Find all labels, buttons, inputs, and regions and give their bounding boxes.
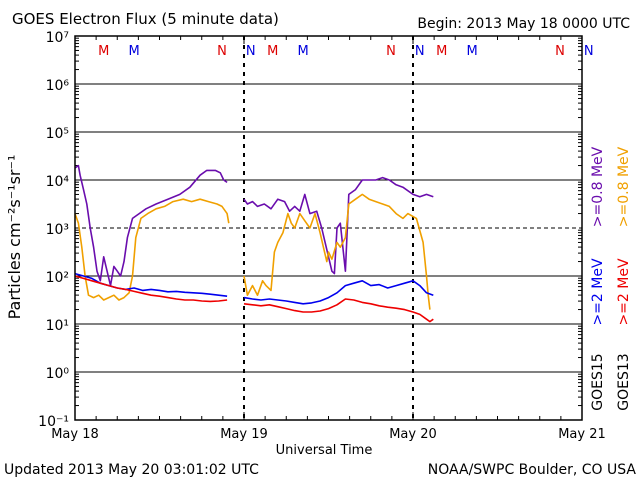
series-line-goes13-2-mev	[243, 298, 434, 323]
orbit-marker-n: N	[584, 44, 594, 59]
chart-title: GOES Electron Flux (5 minute data)	[12, 10, 279, 28]
y-tick-label: 10³	[46, 222, 69, 238]
series-line-goes13-0-8-mev	[243, 193, 431, 310]
legend-satellite-goes15: GOES15	[590, 353, 606, 410]
orbit-marker-m: M	[436, 44, 447, 59]
plot-area: 10⁻¹ 10⁰ 10¹ 10² 10³ 10⁴ 10⁵ 10⁶ 10⁷ May 18 May 19…	[38, 30, 606, 442]
footer-source: NOAA/SWPC Boulder, CO USA	[428, 462, 637, 478]
series-line-goes15-0-8-mev	[243, 176, 434, 275]
x-tick-label: May 19	[220, 427, 268, 442]
orbit-marker-n: N	[555, 44, 565, 59]
y-tick-label: 10⁴	[46, 174, 70, 190]
series-line-goes15-2-mev	[74, 272, 228, 297]
orbit-marker-m: M	[298, 44, 309, 59]
y-tick-label: 10⁶	[46, 78, 70, 94]
series-line-goes13-0-8-mev	[74, 198, 230, 301]
legend-item: >=2 MeV	[590, 258, 606, 326]
x-axis-label: Universal Time	[276, 443, 373, 458]
legend-item: >=0.8 MeV	[590, 146, 606, 227]
x-tick-label: May 20	[389, 427, 437, 442]
orbit-marker-m: M	[129, 44, 140, 59]
x-tick-label: May 18	[51, 427, 99, 442]
y-tick-label: 10⁰	[46, 366, 70, 382]
legend-item: >=2 MeV	[616, 258, 632, 326]
y-axis-label: Particles cm⁻²s⁻¹sr⁻¹	[5, 155, 24, 320]
orbit-marker-n: N	[217, 44, 227, 59]
y-tick-label: 10²	[46, 270, 69, 286]
orbit-marker-n: N	[246, 44, 256, 59]
orbit-marker-m: M	[267, 44, 278, 59]
orbit-marker-m: M	[467, 44, 478, 59]
legend-satellite-goes13: GOES13	[616, 353, 632, 410]
series-line-goes13-2-mev	[74, 275, 228, 303]
series-line-goes15-2-mev	[243, 279, 434, 305]
x-tick-label: May 21	[558, 427, 606, 442]
legend-item: >=0.8 MeV	[616, 146, 632, 227]
footer-updated: Updated 2013 May 20 03:01:02 UTC	[4, 462, 259, 478]
orbit-marker-n: N	[386, 44, 396, 59]
series-line-goes15-0-8-mev	[74, 164, 228, 287]
plot-frame	[74, 35, 583, 421]
begin-label: Begin: 2013 May 18 0000 UTC	[417, 16, 630, 32]
y-tick-label: 10⁵	[46, 126, 69, 142]
y-tick-label: 10⁻¹	[38, 414, 69, 430]
y-tick-label: 10¹	[46, 318, 69, 334]
orbit-marker-n: N	[415, 44, 425, 59]
orbit-marker-m: M	[98, 44, 109, 59]
y-tick-label: 10⁷	[46, 30, 69, 46]
